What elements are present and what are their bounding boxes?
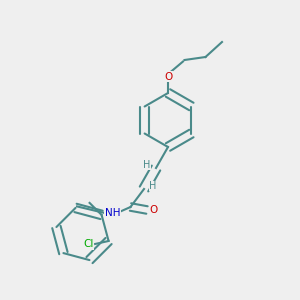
Text: O: O	[164, 71, 172, 82]
Text: Cl: Cl	[83, 239, 94, 249]
Text: O: O	[149, 205, 158, 215]
Text: NH: NH	[105, 208, 120, 218]
Text: H: H	[143, 160, 151, 170]
Text: H: H	[149, 181, 157, 191]
